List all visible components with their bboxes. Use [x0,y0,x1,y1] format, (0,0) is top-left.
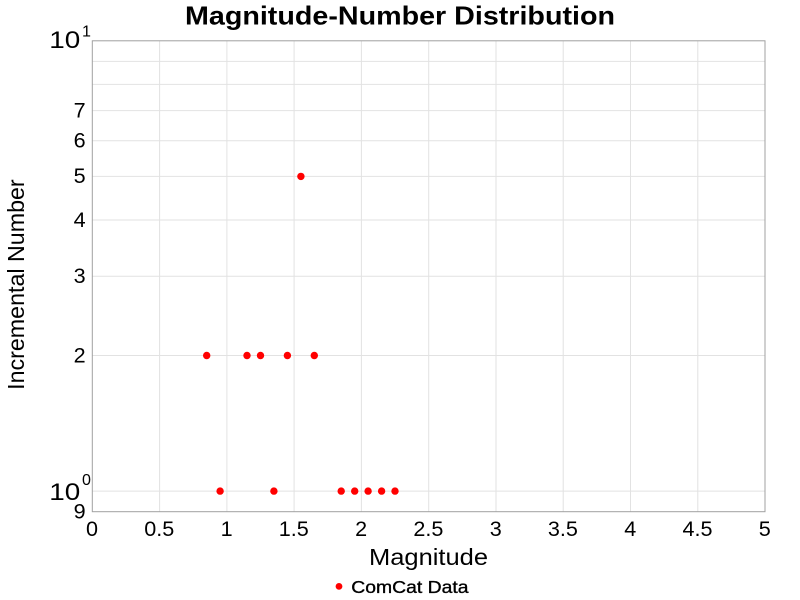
svg-text:2.5: 2.5 [413,516,443,541]
svg-text:Magnitude: Magnitude [369,544,488,570]
svg-text:1: 1 [221,516,233,541]
svg-text:9: 9 [74,499,86,524]
svg-text:4: 4 [74,207,86,232]
svg-text:1: 1 [82,22,91,40]
svg-text:0: 0 [82,471,91,489]
svg-text:ComCat Data: ComCat Data [351,577,468,597]
svg-text:5: 5 [759,516,771,541]
svg-text:4: 4 [624,516,636,541]
svg-text:7: 7 [74,97,86,122]
svg-text:3: 3 [490,516,502,541]
svg-text:2: 2 [355,516,367,541]
svg-text:10: 10 [49,479,80,506]
svg-text:Incremental Number: Incremental Number [3,179,29,390]
svg-text:3.5: 3.5 [548,516,578,541]
svg-text:6: 6 [74,128,86,153]
svg-text:10: 10 [49,27,80,54]
svg-text:5: 5 [74,163,86,188]
svg-text:2: 2 [74,342,86,367]
svg-text:Magnitude-Number Distribution: Magnitude-Number Distribution [185,2,615,30]
svg-text:0.5: 0.5 [144,516,174,541]
svg-text:4.5: 4.5 [682,516,712,541]
svg-text:3: 3 [74,263,86,288]
svg-text:1.5: 1.5 [279,516,309,541]
svg-text:0: 0 [86,516,98,541]
